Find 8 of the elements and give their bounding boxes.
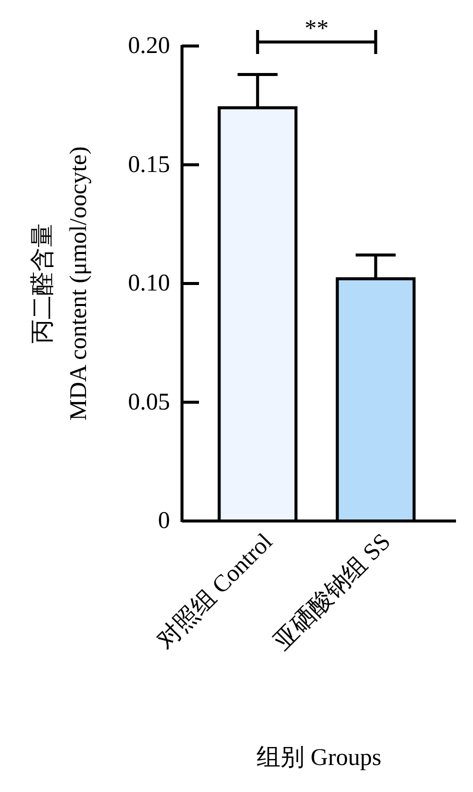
text: **	[304, 16, 329, 42]
y-tick-label: 0.15	[128, 152, 170, 178]
y-axis-title: 丙二醛含量 MDA content (μmol/oocyte)	[30, 146, 92, 421]
y-tick-label: 0.10	[128, 270, 170, 296]
y-tick-label: 0	[158, 508, 170, 534]
y-tick-label: 0.20	[128, 33, 170, 59]
x-axis-title: 组别 Groups	[256, 745, 382, 771]
y-tick-label: 0.05	[128, 389, 170, 416]
